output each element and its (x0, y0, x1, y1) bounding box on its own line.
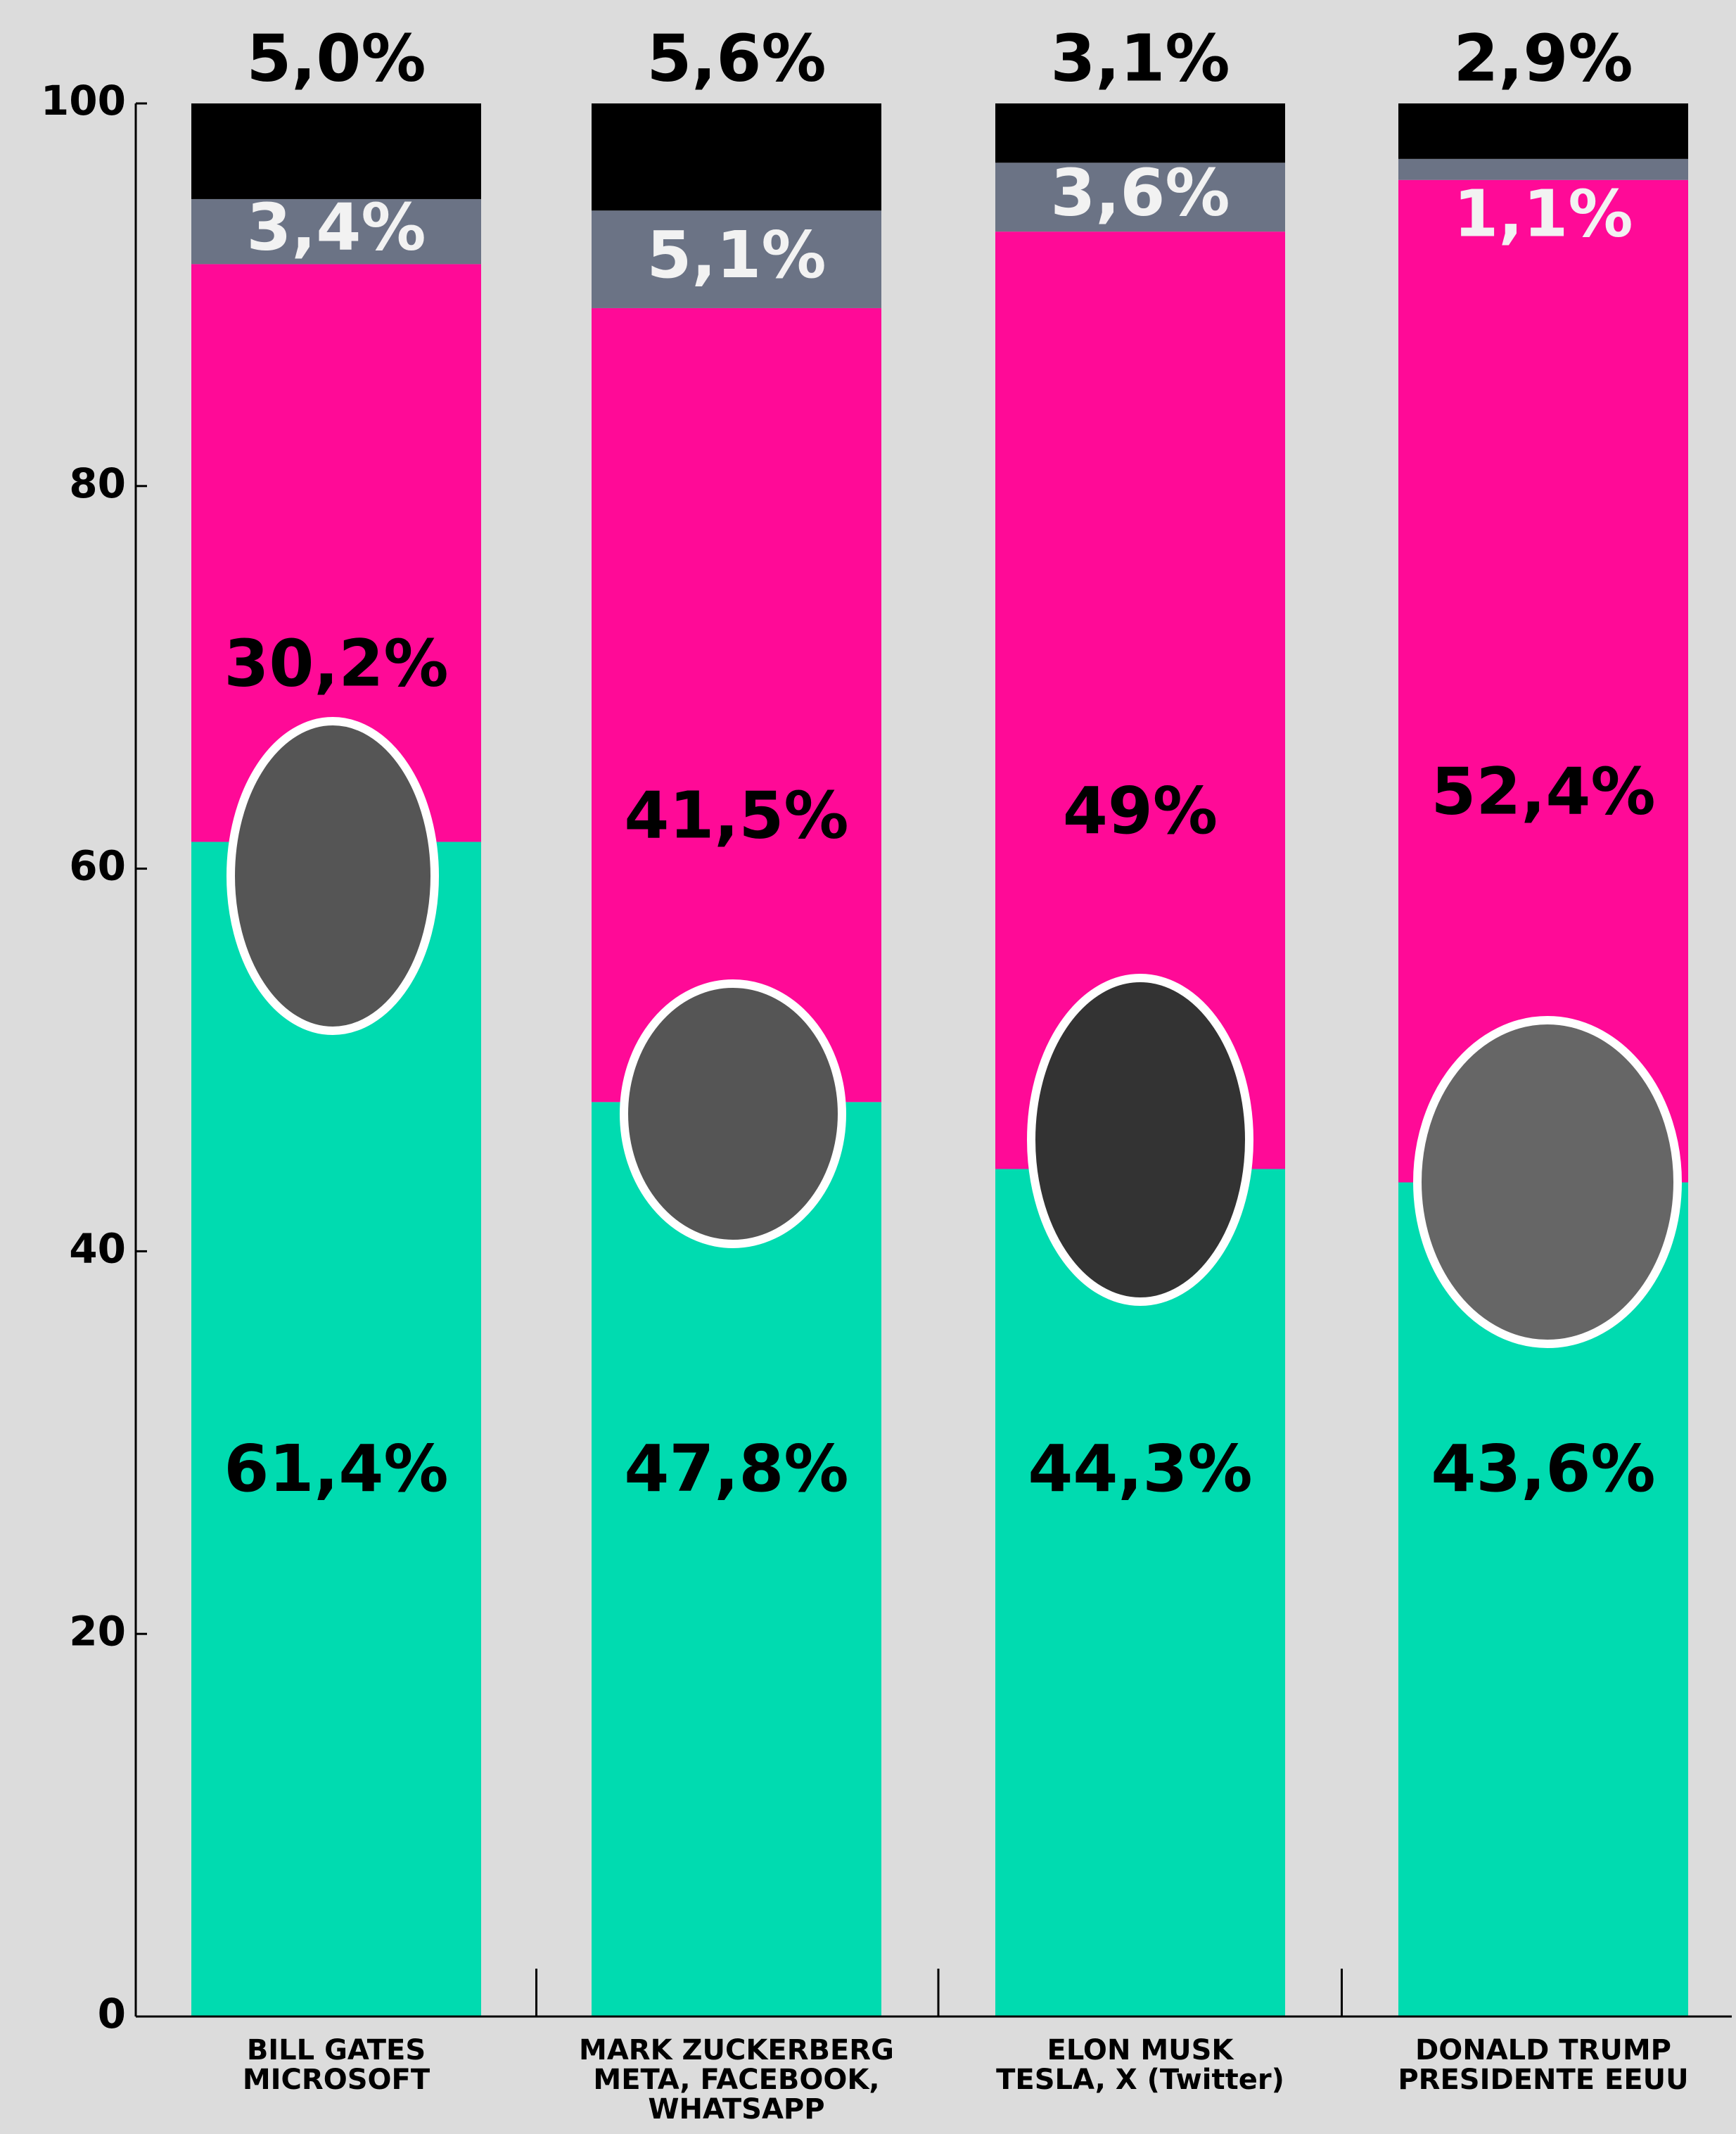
x-tick-label: MARK ZUCKERBERG (579, 2034, 894, 2066)
bar-segment (592, 103, 881, 210)
x-tick-label: WHATSAPP (648, 2093, 824, 2126)
value-label: 3,1% (1050, 20, 1230, 96)
value-label: 5,1% (646, 217, 826, 293)
x-tick-label: PRESIDENTE EEUU (1398, 2064, 1688, 2096)
y-tick-label: 100 (41, 77, 126, 125)
y-tick-label: 0 (98, 1990, 126, 2038)
value-label: 49% (1063, 773, 1218, 849)
portrait (231, 721, 435, 1031)
value-label: 3,6% (1050, 155, 1230, 231)
y-tick-label: 80 (69, 459, 126, 507)
y-tick-label: 40 (69, 1225, 126, 1273)
portrait (624, 984, 842, 1244)
bar-segment (995, 103, 1285, 163)
x-tick-label: ELON MUSK (1047, 2034, 1235, 2066)
value-label: 3,4% (246, 190, 426, 265)
value-label: 47,8% (624, 1431, 848, 1506)
value-label: 41,5% (624, 778, 848, 853)
value-label: 5,6% (646, 20, 826, 96)
y-tick-label: 60 (69, 842, 126, 890)
value-label: 61,4% (224, 1431, 448, 1506)
bar-segment (191, 103, 481, 199)
y-tick-label: 20 (69, 1607, 126, 1655)
value-label: 30,2% (224, 625, 448, 701)
value-label: 5,0% (246, 20, 426, 96)
value-label: 1,1% (1453, 177, 1633, 252)
x-tick-label: TESLA, X (Twitter) (996, 2064, 1284, 2096)
x-tick-label: META, FACEBOOK, (593, 2064, 879, 2096)
value-label: 52,4% (1431, 754, 1655, 830)
bar-segment (1398, 103, 1688, 159)
value-label: 44,3% (1028, 1431, 1252, 1506)
x-tick-label: MICROSOFT (243, 2064, 430, 2096)
value-label: 2,9% (1453, 20, 1633, 96)
x-tick-label: BILL GATES (247, 2034, 426, 2066)
value-label: 43,6% (1431, 1431, 1655, 1506)
portrait (1417, 1020, 1678, 1344)
x-tick-label: DONALD TRUMP (1415, 2034, 1671, 2066)
chart: 0 20 40 60 80 100 BILL GATESMICROSOFT MARK ZUCK… (0, 0, 1736, 2134)
page: {"chart_data": {"type": "stacked_bar", "… (0, 0, 1736, 2134)
portrait (1031, 978, 1249, 1302)
